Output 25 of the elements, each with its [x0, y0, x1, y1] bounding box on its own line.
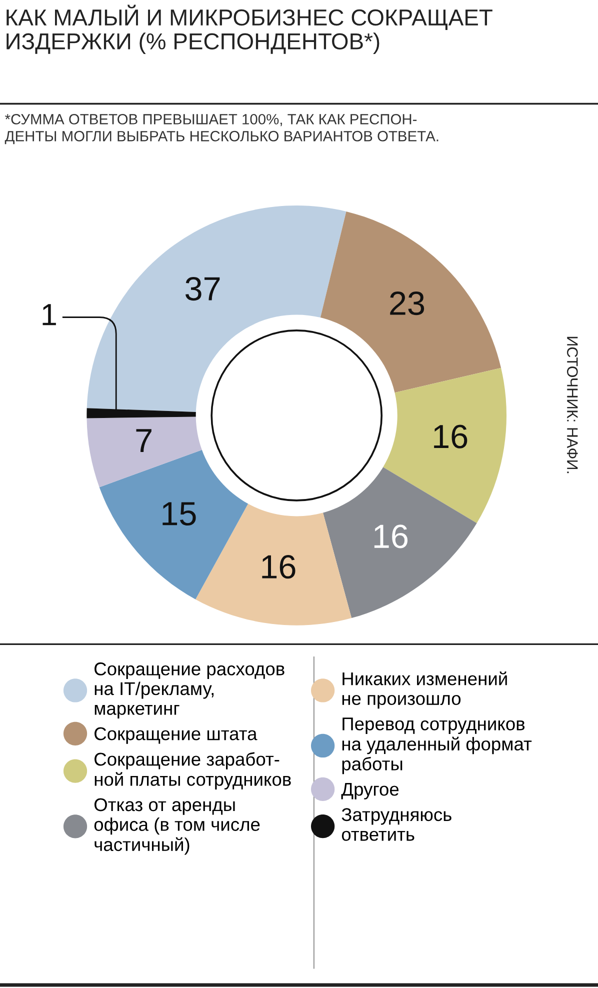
data-label: 1 [42, 304, 56, 326]
legend-label: Никаких изменений не произошло [342, 672, 507, 709]
donut-slice [86, 416, 202, 488]
chart-subtitle: *СУММА ОТВЕТОВ ПРЕВЫШАЕТ 100%, ТАК КАК РЕСПОН- ДЕНТЫ МОГЛИ ВЫБРАТЬ НЕСКОЛЬКО ВАРИАНТОВ ОТВЕТА. [4, 114, 438, 144]
data-label: 23 [390, 292, 424, 316]
donut-slice [86, 206, 346, 412]
text: ИСТОЧНИК: НАФИ. [566, 336, 578, 474]
donut-slice [383, 368, 507, 524]
data-label: 37 [186, 277, 220, 301]
data-label: 15 [162, 502, 196, 526]
legend-label: Сокращение заработ- ной платы сотрудников [94, 752, 291, 790]
legend-label: Перевод сотрудников на удаленный формат работы [342, 718, 532, 774]
data-label: 7 [136, 429, 152, 452]
data-label: 16 [262, 555, 296, 579]
data-label: 16 [374, 524, 408, 548]
legend-label: Отказ от аренды офиса (в том числе частичный) [94, 798, 260, 855]
donut-slice [196, 504, 352, 626]
chart-title: КАК МАЛЫЙ И МИКРОБИЗНЕС СОКРАЩАЕТ ИЗДЕРЖКИ (% РЕСПОНДЕНТОВ*) [6, 4, 492, 54]
legend-label: Сокращение расходов на IT/рекламу, маркетинг [94, 662, 284, 719]
legend-label: Другое [341, 782, 399, 800]
legend-label: Сокращение штата [94, 727, 258, 744]
legend-label: Затрудняюсь ответить [342, 808, 452, 841]
donut-slice [322, 467, 477, 618]
donut-slice [320, 212, 502, 393]
data-label: 16 [434, 424, 468, 448]
